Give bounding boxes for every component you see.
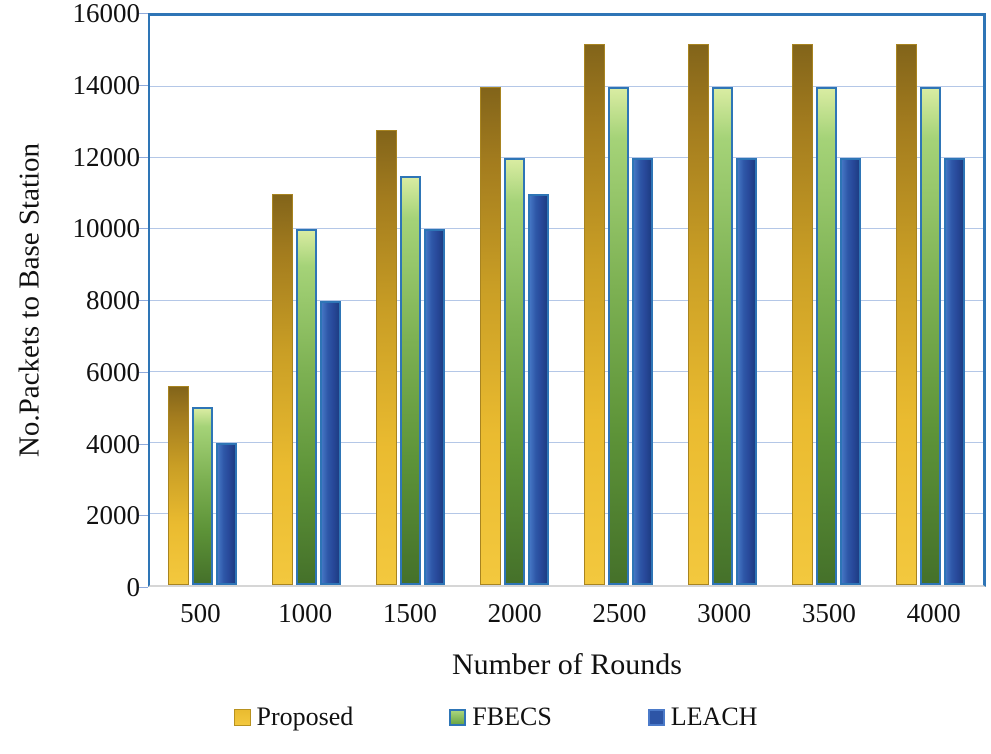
bar-fbecs-2500 — [608, 87, 630, 585]
legend-item-leach: LEACH — [647, 702, 758, 732]
y-axis-tick-label: 8000 — [86, 285, 140, 315]
bar-leach-3000 — [736, 158, 758, 585]
legend-swatch-proposed — [233, 708, 251, 726]
legend-swatch-fbecs — [449, 708, 467, 726]
bar-fbecs-4000 — [920, 87, 942, 585]
bar-group-1500 — [358, 16, 462, 585]
x-axis-tick-label: 2500 — [592, 598, 647, 628]
y-axis-tick-mark — [139, 13, 148, 14]
x-axis-tick-label: 3500 — [801, 598, 856, 628]
bar-fbecs-3000 — [712, 87, 734, 585]
y-axis-tick-mark — [139, 228, 148, 229]
gridline — [150, 370, 983, 372]
y-axis-tick-label: 0 — [126, 572, 141, 602]
bar-fbecs-1500 — [399, 176, 421, 585]
bar-proposed-1500 — [375, 129, 397, 585]
legend-item-proposed: Proposed — [233, 702, 354, 732]
bar-fbecs-1000 — [295, 229, 317, 585]
bar-fbecs-500 — [191, 407, 213, 585]
x-axis-tick-label: 3000 — [697, 598, 752, 628]
bar-leach-2000 — [527, 193, 549, 585]
bar-proposed-500 — [167, 385, 189, 585]
legend-item-fbecs: FBECS — [449, 702, 552, 732]
bar-group-3000 — [671, 16, 775, 585]
bar-leach-1500 — [423, 229, 445, 585]
bar-leach-1000 — [319, 300, 341, 585]
y-axis-tick-mark — [139, 372, 148, 373]
y-axis-tick-label: 12000 — [72, 141, 141, 172]
y-axis-tick-label: 14000 — [72, 69, 141, 100]
y-axis-tick-label: 10000 — [72, 213, 141, 244]
x-axis-tick-label: 1000 — [278, 598, 333, 628]
bar-proposed-3000 — [688, 44, 710, 585]
bar-group-4000 — [879, 16, 983, 585]
x-axis-tick-labels: 500 1000 1500 2000 2500 3000 3500 4000 — [148, 598, 986, 629]
y-axis-tick-mark — [139, 85, 148, 86]
bar-leach-2500 — [632, 158, 654, 585]
bar-leach-3500 — [840, 158, 862, 585]
legend-label: LEACH — [670, 702, 758, 731]
y-axis-tick-label: 16000 — [72, 0, 141, 28]
x-axis-tick-label: 2000 — [487, 598, 542, 628]
bar-group-500 — [150, 16, 254, 585]
x-axis-tick-label: 1500 — [382, 598, 437, 628]
gridline — [150, 228, 983, 230]
bar-proposed-2500 — [584, 44, 606, 585]
y-axis-tick-mark — [139, 444, 148, 445]
bar-fbecs-2000 — [503, 158, 525, 585]
legend-swatch-leach — [647, 708, 665, 726]
y-axis-tick-mark — [139, 300, 148, 301]
bar-group-1000 — [254, 16, 358, 585]
y-axis-tick-mark — [139, 587, 148, 588]
y-axis-tick-mark — [139, 515, 148, 516]
gridline — [150, 157, 983, 159]
gridline — [150, 299, 983, 301]
bar-proposed-3500 — [792, 44, 814, 585]
legend-label: FBECS — [472, 702, 552, 731]
x-axis-tick-label: 500 — [180, 598, 221, 628]
bar-fbecs-3500 — [816, 87, 838, 585]
bar-group-2000 — [462, 16, 566, 585]
x-axis-tick-label: 4000 — [906, 598, 961, 628]
gridline — [150, 86, 983, 88]
gridline — [150, 441, 983, 443]
bar-leach-500 — [215, 442, 237, 585]
legend: Proposed FBECS LEACH — [0, 702, 991, 732]
bar-group-3500 — [775, 16, 879, 585]
bar-proposed-4000 — [896, 44, 918, 585]
bar-leach-4000 — [944, 158, 966, 585]
bar-group-2500 — [567, 16, 671, 585]
y-axis-tick-mark — [139, 157, 148, 158]
plot-area — [148, 13, 986, 587]
bar-proposed-2000 — [479, 87, 501, 585]
y-axis-tick-label: 2000 — [86, 500, 140, 531]
legend-label: Proposed — [256, 702, 354, 731]
y-axis-tick-label: 6000 — [86, 356, 140, 387]
y-axis-tick-label: 4000 — [86, 428, 140, 459]
bar-proposed-1000 — [271, 193, 293, 585]
gridline — [150, 512, 983, 514]
x-axis-title: Number of Rounds — [452, 648, 682, 681]
bar-groups — [150, 16, 983, 585]
